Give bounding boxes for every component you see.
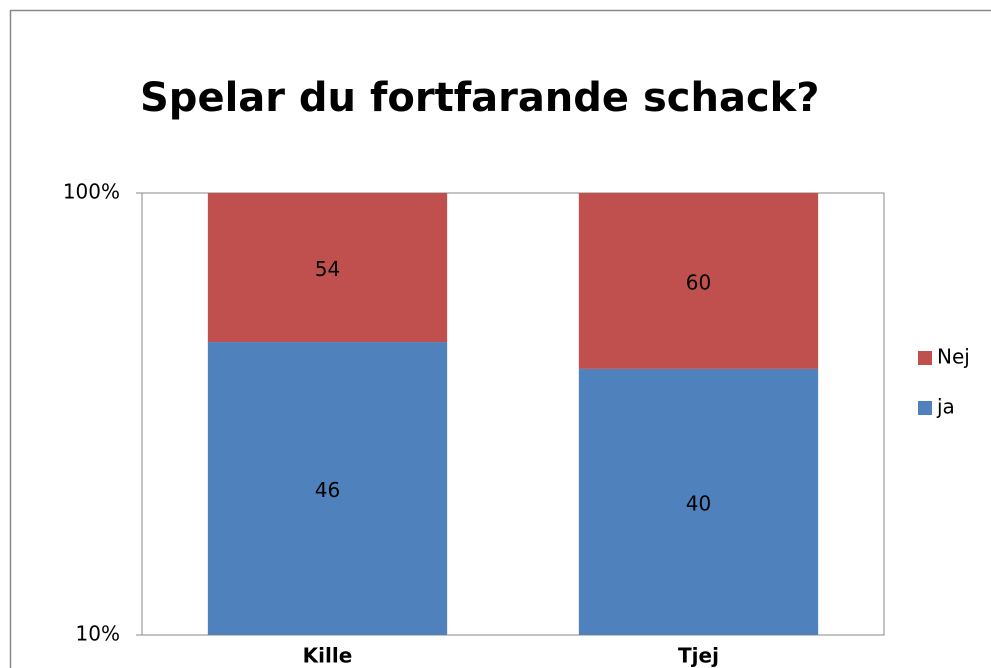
chart-frame [9,9,991,668]
legend-label: Nej [937,345,970,369]
x-tick-label: Kille [303,644,353,668]
legend-swatch [918,351,932,365]
bar-segment [578,368,819,635]
chart-title: Spelar du fortfarande schack? [140,75,819,121]
data-label: 46 [315,478,340,502]
bar-segment [207,193,448,343]
data-label: 60 [686,270,711,294]
bar-segment [207,342,448,635]
bar-segment [578,193,819,369]
legend-swatch [918,401,932,415]
plot-area [141,192,885,636]
x-tick-label: Tjej [678,644,719,668]
y-tick-label: 10% [76,622,120,646]
data-label: 40 [686,491,711,515]
legend-label: ja [936,395,955,419]
data-label: 54 [315,257,340,281]
y-tick-label: 100% [63,180,120,204]
